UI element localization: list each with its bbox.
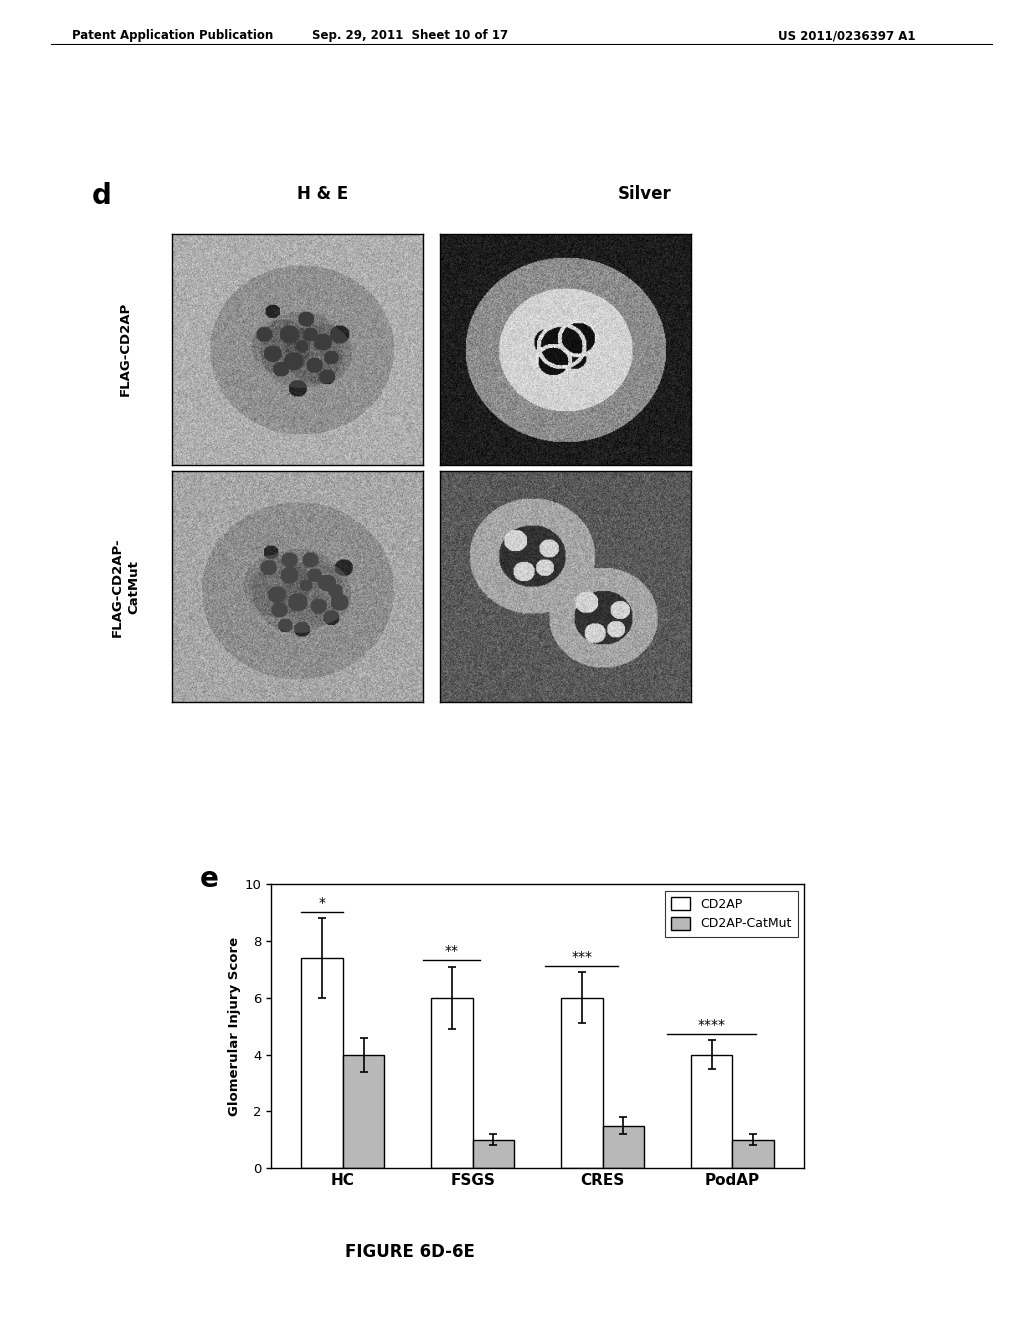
Text: Sep. 29, 2011  Sheet 10 of 17: Sep. 29, 2011 Sheet 10 of 17 (311, 29, 508, 42)
Text: Patent Application Publication: Patent Application Publication (72, 29, 273, 42)
Bar (602, 1126, 644, 1168)
Text: *: * (318, 896, 326, 909)
Bar (431, 998, 473, 1168)
Text: ****: **** (697, 1018, 726, 1032)
Bar (343, 1055, 384, 1168)
Text: Silver: Silver (618, 185, 672, 203)
Text: US 2011/0236397 A1: US 2011/0236397 A1 (778, 29, 915, 42)
Bar (301, 958, 343, 1168)
Bar (691, 1055, 732, 1168)
Text: FLAG-CD2AP: FLAG-CD2AP (119, 302, 132, 396)
Text: d: d (92, 182, 112, 210)
Legend: CD2AP, CD2AP-CatMut: CD2AP, CD2AP-CatMut (665, 891, 798, 937)
Text: FLAG-CD2AP-
CatMut: FLAG-CD2AP- CatMut (111, 537, 140, 636)
Bar (732, 1139, 774, 1168)
Y-axis label: Glomerular Injury Score: Glomerular Injury Score (227, 937, 241, 1115)
Text: **: ** (444, 944, 459, 958)
Bar (561, 998, 602, 1168)
Bar (473, 1139, 514, 1168)
Text: ***: *** (571, 950, 592, 964)
Text: FIGURE 6D-6E: FIGURE 6D-6E (345, 1243, 474, 1262)
Text: H & E: H & E (297, 185, 348, 203)
Text: e: e (200, 865, 218, 892)
